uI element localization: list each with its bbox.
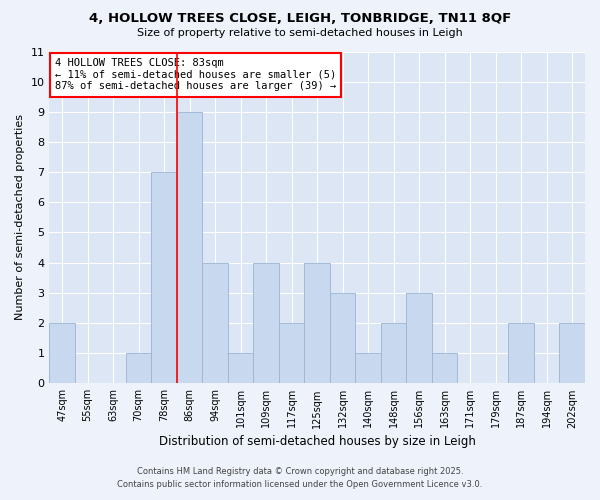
Bar <box>432 353 457 384</box>
Text: Contains HM Land Registry data © Crown copyright and database right 2025.
Contai: Contains HM Land Registry data © Crown c… <box>118 467 482 489</box>
Bar <box>151 172 177 384</box>
Bar <box>406 293 432 384</box>
Bar <box>228 353 253 384</box>
Bar <box>279 323 304 384</box>
X-axis label: Distribution of semi-detached houses by size in Leigh: Distribution of semi-detached houses by … <box>159 434 476 448</box>
Bar <box>381 323 406 384</box>
Text: 4, HOLLOW TREES CLOSE, LEIGH, TONBRIDGE, TN11 8QF: 4, HOLLOW TREES CLOSE, LEIGH, TONBRIDGE,… <box>89 12 511 26</box>
Bar <box>177 112 202 384</box>
Bar <box>508 323 534 384</box>
Bar <box>330 293 355 384</box>
Bar <box>126 353 151 384</box>
Bar <box>253 262 279 384</box>
Text: 4 HOLLOW TREES CLOSE: 83sqm
← 11% of semi-detached houses are smaller (5)
87% of: 4 HOLLOW TREES CLOSE: 83sqm ← 11% of sem… <box>55 58 336 92</box>
Bar <box>202 262 228 384</box>
Text: Size of property relative to semi-detached houses in Leigh: Size of property relative to semi-detach… <box>137 28 463 38</box>
Bar <box>355 353 381 384</box>
Bar <box>559 323 585 384</box>
Bar <box>49 323 75 384</box>
Y-axis label: Number of semi-detached properties: Number of semi-detached properties <box>15 114 25 320</box>
Bar <box>304 262 330 384</box>
